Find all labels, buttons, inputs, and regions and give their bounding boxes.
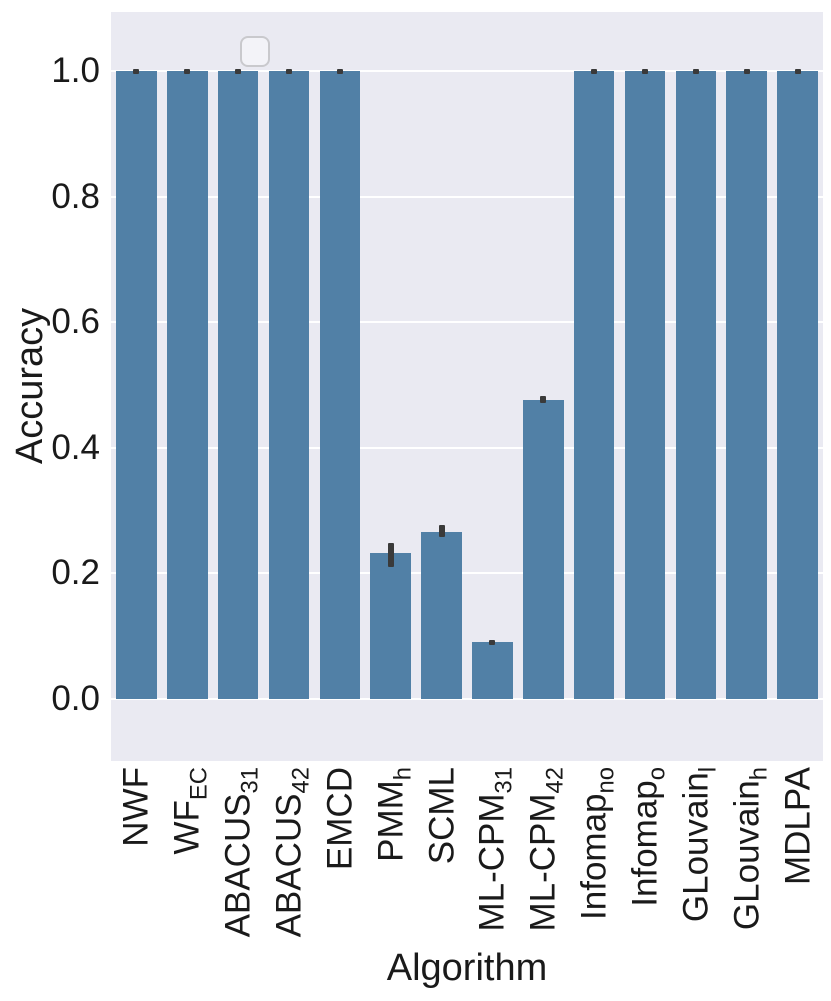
bar-NWF <box>116 71 157 699</box>
error-bar-MDLPA <box>794 69 801 74</box>
gridline <box>111 697 823 700</box>
x-tick-label-subscript: o <box>643 767 671 781</box>
x-tick-label-GLouvain_l: GLouvainl <box>676 767 722 923</box>
error-bar-PMM_h <box>387 543 394 567</box>
error-bar-NWF <box>133 69 140 74</box>
bar-SCML <box>421 531 462 699</box>
gridline <box>111 446 823 449</box>
bar-MDLPA <box>777 71 818 699</box>
bar-GLouvain_h <box>726 71 768 699</box>
x-tick-label-Infomap_o: Infomapo <box>625 767 671 907</box>
bar-Infomap_o <box>624 71 666 699</box>
bar-WF_EC <box>166 71 208 699</box>
x-tick-label-NWF: NWF <box>116 767 156 847</box>
x-tick-label-ABACUS_31: ABACUS31 <box>218 767 264 938</box>
x-tick-label-subscript: l <box>694 767 722 773</box>
gridline <box>111 572 823 575</box>
x-tick-label-WF_EC: WFEC <box>167 767 213 855</box>
error-bar-WF_EC <box>184 69 191 74</box>
x-tick-label-EMCD: EMCD <box>320 767 360 871</box>
x-tick-label-ABACUS_42: ABACUS42 <box>269 767 315 938</box>
x-tick-label-subscript: 31 <box>236 767 264 794</box>
y-tick-label: 1.0 <box>51 51 100 91</box>
x-tick-label-subscript: h <box>745 767 773 781</box>
error-bar-SCML <box>438 524 445 537</box>
x-tick-label-subscript: 31 <box>490 767 518 794</box>
bar-ABACUS_42 <box>268 71 310 699</box>
bar-EMCD <box>319 71 361 699</box>
error-bar-GLouvain_l <box>692 69 699 74</box>
x-tick-label-subscript: 42 <box>287 767 315 794</box>
error-bar-Infomap_o <box>642 69 648 74</box>
x-tick-label-subscript: no <box>592 767 620 794</box>
y-tick-label: 0.2 <box>51 553 100 593</box>
x-tick-label-ML-CPM_31: ML-CPM31 <box>472 767 518 932</box>
error-bar-GLouvain_h <box>743 69 750 74</box>
x-tick-label-PMM_h: PMMh <box>371 767 417 862</box>
x-tick-label-GLouvain_h: GLouvainh <box>727 767 773 931</box>
y-axis-title: Accuracy <box>9 307 51 465</box>
error-bar-ML-CPM_42 <box>540 396 547 404</box>
bar-PMM_h <box>370 553 412 699</box>
x-tick-label-MDLPA: MDLPA <box>778 767 818 885</box>
x-tick-label-SCML: SCML <box>422 767 462 865</box>
y-tick-label: 0.4 <box>51 427 100 467</box>
bar-ABACUS_31 <box>217 71 259 699</box>
error-bar-ML-CPM_31 <box>489 639 496 645</box>
bar-ML-CPM_42 <box>522 399 564 699</box>
error-bar-ABACUS_42 <box>286 69 292 74</box>
error-bar-EMCD <box>336 69 343 74</box>
gridline <box>111 195 823 198</box>
y-tick-label: 0.6 <box>51 302 100 342</box>
gridline <box>111 321 823 324</box>
x-tick-label-subscript: h <box>389 767 417 781</box>
gridline <box>111 70 823 73</box>
y-tick-label: 0.8 <box>51 176 100 216</box>
x-tick-label-Infomap_no: Infomapno <box>574 767 620 920</box>
x-axis-title: Algorithm <box>386 947 548 989</box>
x-tick-label-ML-CPM_42: ML-CPM42 <box>523 767 569 932</box>
legend-box <box>240 36 270 67</box>
bar-ML-CPM_31 <box>472 641 513 699</box>
error-bar-ABACUS_31 <box>235 69 242 74</box>
y-tick-label: 0.0 <box>51 678 100 718</box>
x-tick-label-subscript: EC <box>185 767 213 801</box>
error-bar-Infomap_no <box>591 69 598 74</box>
bar-GLouvain_l <box>675 71 717 699</box>
x-tick-label-subscript: 42 <box>541 767 569 794</box>
bar-Infomap_no <box>573 71 615 699</box>
